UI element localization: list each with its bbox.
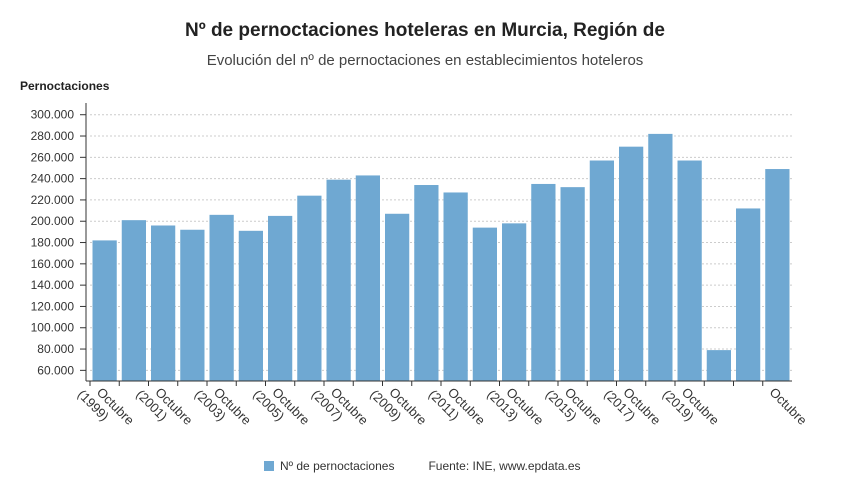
bar — [92, 240, 117, 381]
bar — [414, 185, 439, 381]
bar — [589, 160, 614, 381]
chart-title: Nº de pernoctaciones hoteleras en Murcia… — [185, 20, 665, 41]
y-tick-label: 280.000 — [31, 129, 75, 143]
bar — [355, 175, 380, 381]
legend-label: Nº de pernoctaciones — [280, 459, 395, 473]
y-tick-label: 240.000 — [31, 172, 75, 186]
y-tick-label: 100.000 — [31, 321, 75, 335]
bar — [238, 230, 263, 381]
bar — [297, 195, 322, 381]
legend: Nº de pernoctaciones Fuente: INE, www.ep… — [264, 459, 581, 473]
y-tick-label: 220.000 — [31, 193, 75, 207]
y-axis-label: Pernoctaciones — [20, 79, 110, 93]
bar — [121, 220, 146, 381]
y-tick-label: 120.000 — [31, 299, 75, 313]
bar — [209, 214, 234, 381]
bar — [180, 229, 205, 381]
legend-swatch — [264, 461, 274, 471]
bar — [268, 215, 293, 381]
source-text: Fuente: INE, www.epdata.es — [428, 459, 581, 473]
y-tick-label: 180.000 — [31, 236, 75, 250]
y-tick-label: 200.000 — [31, 214, 75, 228]
y-tick-label: 260.000 — [31, 150, 75, 164]
y-tick-label: 140.000 — [31, 278, 75, 292]
bar — [706, 350, 731, 381]
y-tick-label: 160.000 — [31, 257, 75, 271]
bar — [443, 192, 468, 381]
bar — [736, 208, 761, 381]
bar — [472, 227, 497, 381]
y-tick-label: 300.000 — [31, 108, 75, 122]
bar — [560, 187, 585, 381]
bar — [531, 183, 556, 381]
bar — [385, 213, 410, 381]
chart-subtitle: Evolución del nº de pernoctaciones en es… — [206, 52, 644, 69]
y-tick-label: 80.000 — [37, 342, 74, 356]
y-tick-label: 60.000 — [37, 363, 74, 377]
bar — [619, 146, 644, 381]
bar — [765, 169, 790, 381]
bar — [502, 223, 527, 381]
bar — [648, 133, 673, 381]
bar — [151, 225, 176, 381]
x-tick-label: Octubre — [767, 385, 810, 428]
bar — [326, 179, 351, 381]
bar — [677, 160, 702, 381]
